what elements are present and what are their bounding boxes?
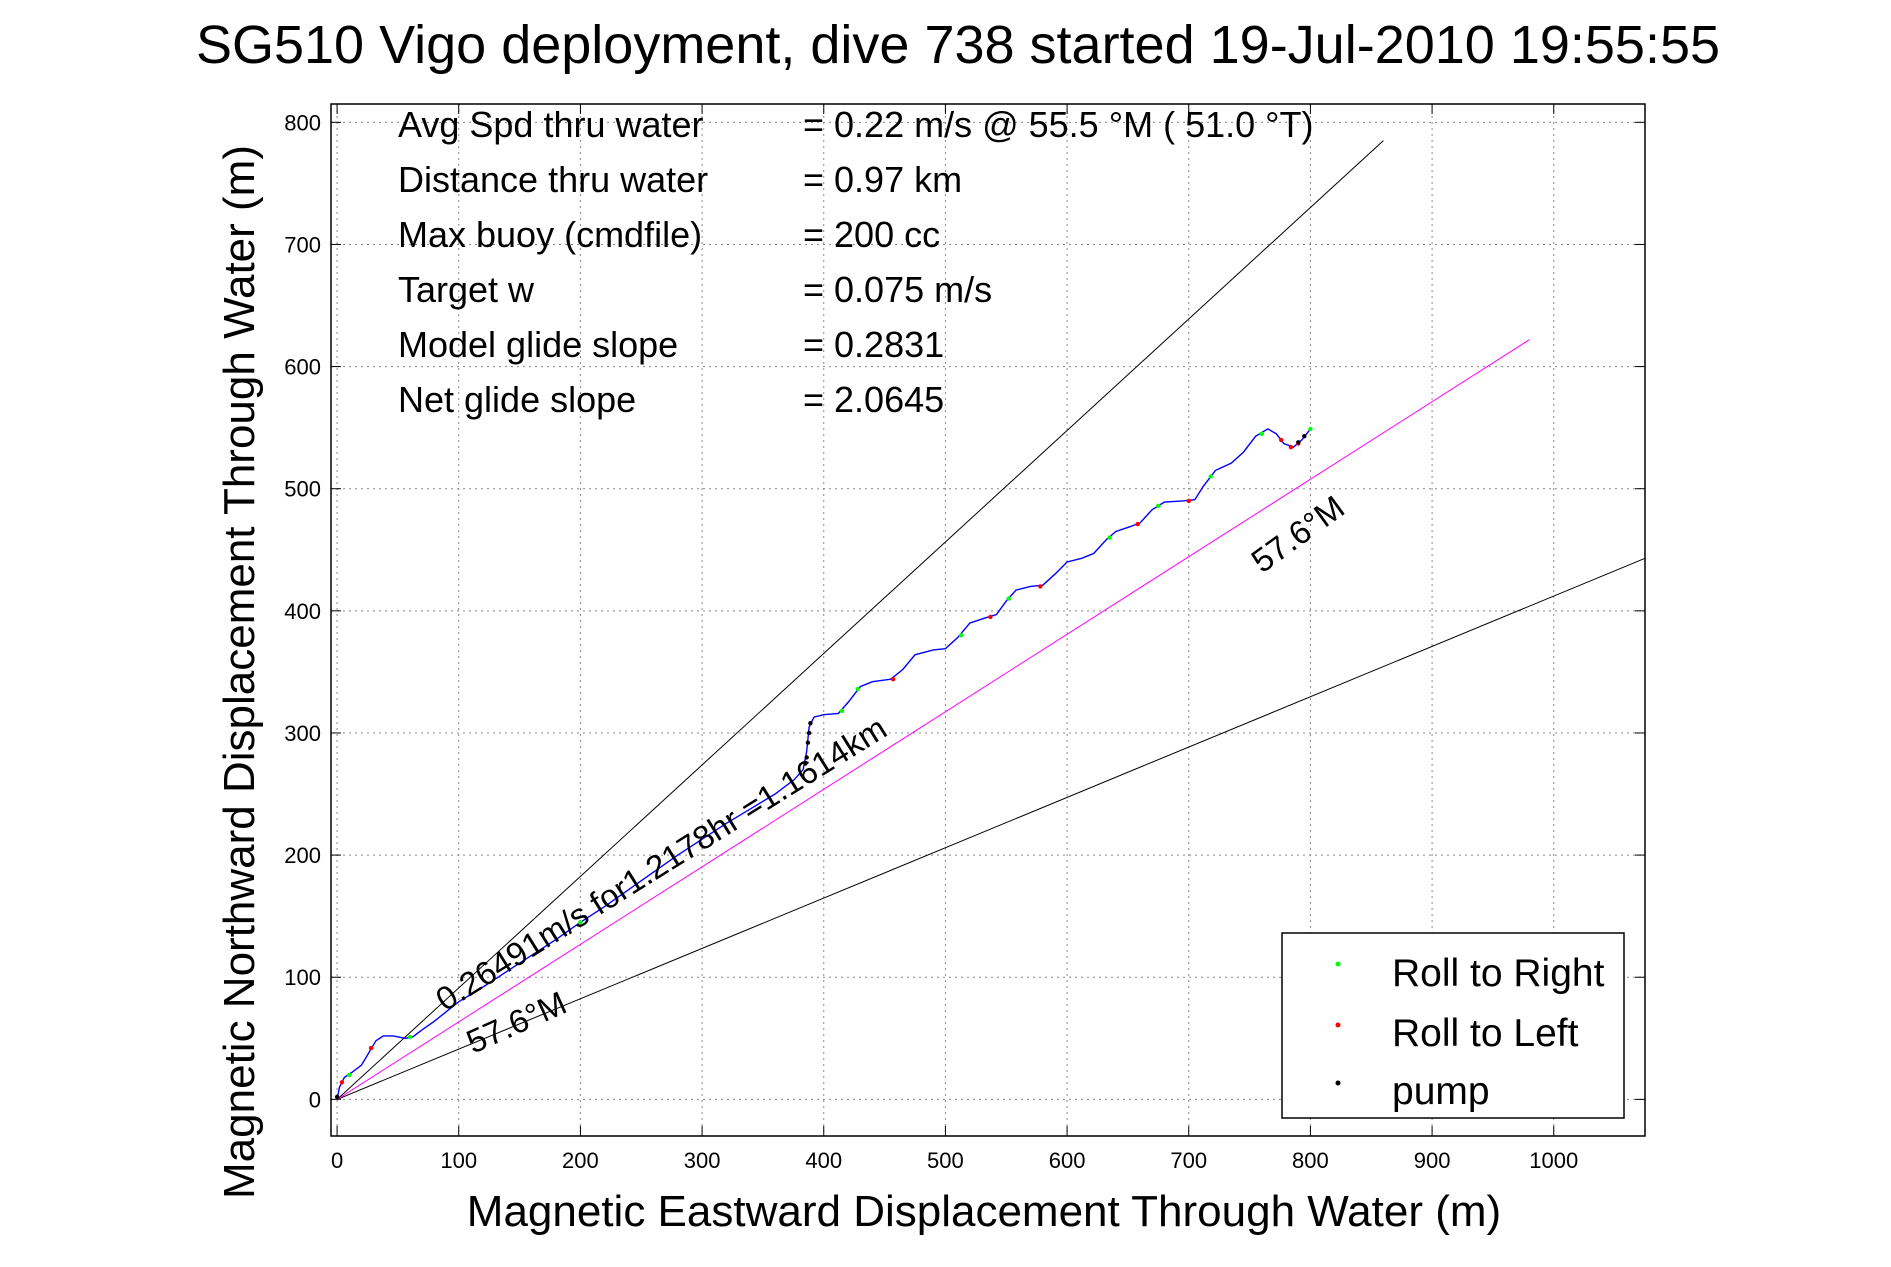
y-tick-label: 200 bbox=[284, 843, 321, 868]
x-tick-label: 1000 bbox=[1529, 1148, 1578, 1173]
roll-left-marker bbox=[1288, 445, 1294, 450]
y-axis-label: Magnetic Northward Displacement Through … bbox=[215, 145, 264, 1199]
roll-left-marker bbox=[890, 677, 896, 682]
roll-left-marker bbox=[1186, 498, 1192, 504]
y-tick-label: 600 bbox=[284, 355, 321, 380]
x-axis-label: Magnetic Eastward Displacement Through W… bbox=[467, 1187, 1501, 1236]
y-tick-label: 400 bbox=[284, 599, 321, 624]
pump-marker bbox=[804, 755, 809, 760]
x-tick-label: 800 bbox=[1292, 1148, 1329, 1173]
roll-left-marker bbox=[1279, 437, 1284, 443]
roll-left-marker bbox=[988, 614, 993, 620]
roll-right-marker bbox=[578, 920, 583, 925]
x-tick-label: 300 bbox=[684, 1148, 721, 1173]
info-label: Net glide slope bbox=[398, 379, 636, 420]
info-label: Max buoy (cmdfile) bbox=[398, 214, 702, 255]
reference-line bbox=[336, 339, 1530, 1100]
info-value: = 2.0645 bbox=[803, 379, 944, 420]
x-tick-label: 0 bbox=[331, 1148, 343, 1173]
x-tick-label: 200 bbox=[562, 1148, 599, 1173]
pump-marker bbox=[808, 721, 813, 726]
info-value: = 200 cc bbox=[803, 214, 940, 255]
x-tick-label: 700 bbox=[1170, 1148, 1207, 1173]
legend-label-roll-left: Roll to Left bbox=[1392, 1012, 1579, 1055]
legend-marker-pump bbox=[1335, 1080, 1341, 1086]
roll-right-marker bbox=[839, 708, 845, 714]
x-tick-label: 400 bbox=[805, 1148, 842, 1173]
info-label: Target w bbox=[398, 269, 535, 310]
roll-right-marker bbox=[855, 686, 860, 692]
y-tick-label: 700 bbox=[284, 232, 321, 257]
legend-label-roll-right: Roll to Right bbox=[1392, 952, 1605, 995]
pump-marker bbox=[1302, 434, 1307, 439]
roll-left-marker bbox=[1038, 584, 1043, 589]
info-value: = 0.97 km bbox=[803, 159, 962, 200]
pump-marker bbox=[1296, 440, 1301, 445]
legend-label-pump: pump bbox=[1392, 1070, 1490, 1113]
y-tick-label: 300 bbox=[284, 721, 321, 746]
y-tick-label: 100 bbox=[284, 965, 321, 990]
pump-marker bbox=[803, 761, 808, 766]
info-value: = 0.22 m/s @ 55.5 °M ( 51.0 °T) bbox=[803, 104, 1314, 145]
info-label: Avg Spd thru water bbox=[398, 104, 704, 145]
roll-left-marker bbox=[339, 1080, 345, 1085]
x-tick-label: 600 bbox=[1049, 1148, 1086, 1173]
x-tick-label: 500 bbox=[927, 1148, 964, 1173]
roll-right-marker bbox=[1259, 431, 1265, 436]
info-value: = 0.075 m/s bbox=[803, 269, 992, 310]
reference-line bbox=[336, 557, 1646, 1100]
y-tick-label: 500 bbox=[284, 477, 321, 502]
roll-right-marker bbox=[1208, 474, 1213, 479]
axis-ticks: 0 100 200 300 400 500 600 700 800 900 1000 0 100 200 3… bbox=[284, 104, 1645, 1173]
roll-right-marker bbox=[407, 1034, 413, 1040]
reference-lines bbox=[336, 140, 1646, 1100]
x-tick-label: 100 bbox=[440, 1148, 477, 1173]
track bbox=[336, 428, 1311, 1100]
x-tick-label: 900 bbox=[1414, 1148, 1451, 1173]
legend: Roll to Right Roll to Left pump bbox=[1281, 932, 1625, 1119]
roll-left-marker bbox=[368, 1045, 374, 1051]
info-value: = 0.2831 bbox=[803, 324, 944, 365]
info-label: Distance thru water bbox=[398, 159, 708, 200]
roll-right-marker bbox=[1107, 535, 1112, 540]
track-line bbox=[336, 428, 1311, 1100]
markers bbox=[334, 426, 1313, 1100]
legend-marker-roll-right bbox=[1335, 961, 1341, 967]
info-block: Avg Spd thru water = 0.22 m/s @ 55.5 °M … bbox=[398, 104, 1314, 420]
y-tick-label: 0 bbox=[309, 1087, 321, 1112]
pump-marker bbox=[805, 740, 811, 745]
pump-marker bbox=[806, 730, 812, 736]
y-tick-label: 800 bbox=[284, 110, 321, 135]
roll-right-marker bbox=[1156, 503, 1161, 508]
chart-title: SG510 Vigo deployment, dive 738 started … bbox=[196, 15, 1720, 75]
roll-left-marker bbox=[1135, 521, 1140, 527]
info-label: Model glide slope bbox=[398, 324, 678, 365]
roll-right-marker bbox=[959, 633, 964, 638]
reference-line bbox=[336, 140, 1384, 1100]
plot-frame bbox=[330, 103, 1646, 1137]
legend-marker-roll-left bbox=[1335, 1022, 1341, 1028]
roll-right-marker bbox=[347, 1072, 352, 1078]
roll-right-marker bbox=[1006, 596, 1011, 601]
roll-right-marker bbox=[1308, 426, 1313, 432]
pump-marker bbox=[334, 1094, 340, 1100]
